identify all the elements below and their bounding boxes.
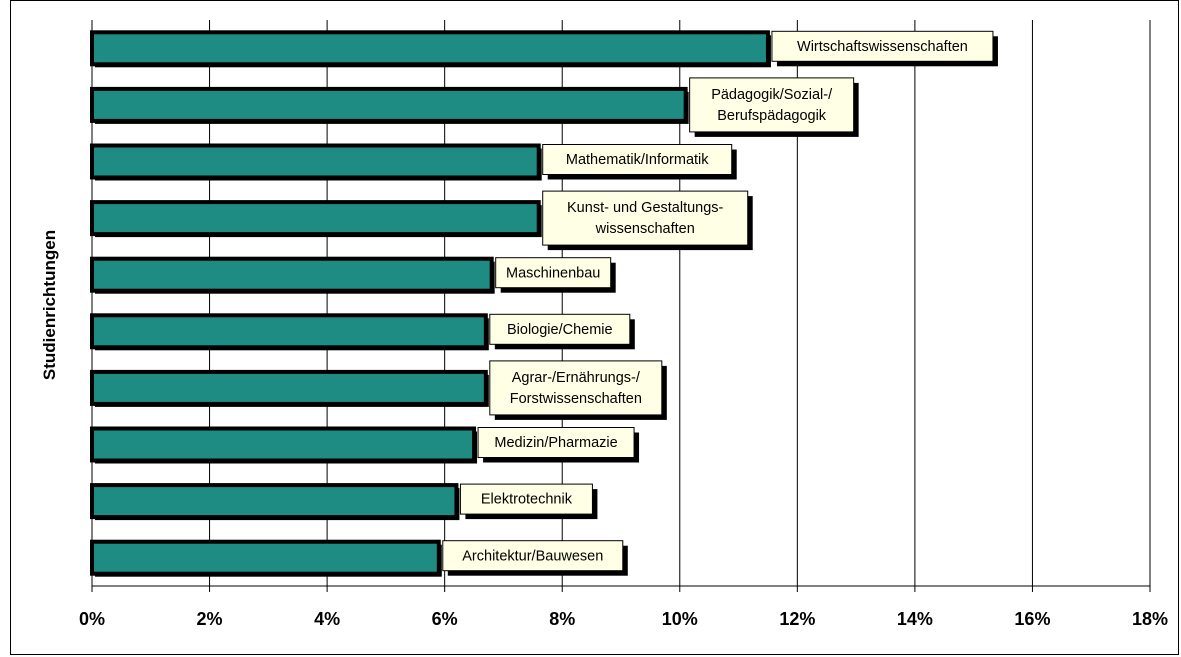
x-tick-label: 4% <box>314 609 340 629</box>
x-tick-label: 8% <box>549 609 575 629</box>
data-label-box <box>542 144 733 175</box>
category-label: Biologie/Chemie <box>507 322 613 338</box>
category-label: Architektur/Bauwesen <box>462 548 603 564</box>
data-label-box <box>495 257 612 289</box>
bar <box>90 86 688 123</box>
category-label: Forstwissenschaften <box>510 391 642 407</box>
bar <box>90 143 541 180</box>
bar <box>90 30 770 67</box>
x-tick-label: 12% <box>779 609 815 629</box>
category-label: Maschinenbau <box>506 265 600 281</box>
data-label-box <box>459 483 593 515</box>
data-label-box <box>542 190 749 246</box>
data-label-box <box>489 360 663 416</box>
data-label-box <box>442 540 624 572</box>
category-label: wissenschaften <box>595 221 695 237</box>
data-label-box <box>771 30 994 62</box>
category-label: Berufspädagogik <box>717 108 827 124</box>
data-label-box <box>477 427 635 458</box>
x-tick-label: 2% <box>197 609 223 629</box>
category-label: Mathematik/Informatik <box>566 152 709 168</box>
category-label: Pädagogik/Sozial-/ <box>711 87 833 103</box>
bar <box>90 426 477 463</box>
category-label: Medizin/Pharmazie <box>494 435 617 451</box>
x-tick-label: 14% <box>897 609 933 629</box>
x-tick-label: 18% <box>1132 609 1168 629</box>
bar <box>90 539 441 576</box>
bar <box>90 313 488 350</box>
x-tick-label: 6% <box>432 609 458 629</box>
category-label: Elektrotechnik <box>481 492 573 508</box>
bar <box>90 483 459 520</box>
bar <box>90 369 488 406</box>
data-label-box <box>489 313 631 345</box>
data-label-box <box>689 77 855 133</box>
category-label: Wirtschaftswissenschaften <box>797 39 968 55</box>
x-tick-label: 10% <box>662 609 698 629</box>
x-tick-label: 0% <box>79 609 105 629</box>
category-label: Kunst- und Gestaltungs- <box>567 200 724 216</box>
category-label: Agrar-/Ernährungs-/ <box>512 370 641 386</box>
bar <box>90 200 541 237</box>
x-tick-label: 16% <box>1014 609 1050 629</box>
bar <box>90 256 494 293</box>
